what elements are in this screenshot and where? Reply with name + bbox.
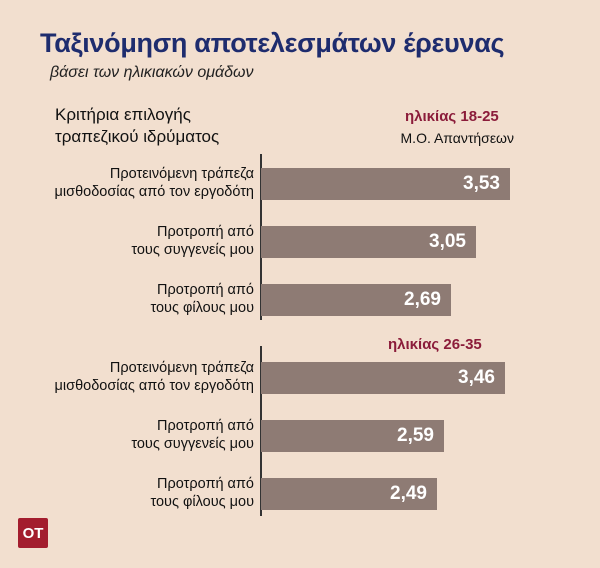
bar-value-label: 2,59 xyxy=(397,425,434,446)
category-label: Προτροπή από τους συγγενείς μου xyxy=(131,418,254,452)
measure-label: Μ.Ο. Απαντήσεων xyxy=(400,130,514,146)
page-title: Ταξινόμηση αποτελεσμάτων έρευνας xyxy=(40,28,505,58)
category-label: Προτροπή από τους φίλους μου xyxy=(150,476,254,510)
category-label: Προτροπή από τους συγγενείς μου xyxy=(131,224,254,258)
ot-logo: ΟΤ xyxy=(18,518,48,548)
bar: 2,59 xyxy=(261,420,444,452)
axis-line xyxy=(260,346,262,516)
bar-value-label: 3,53 xyxy=(463,173,500,194)
bar: 3,05 xyxy=(261,226,476,258)
category-label: Προτροπή από τους φίλους μου xyxy=(150,282,254,316)
bar-value-label: 2,69 xyxy=(404,289,441,310)
bar: 3,46 xyxy=(261,362,505,394)
axis-line xyxy=(260,154,262,320)
page-subtitle: βάσει των ηλικιακών ομάδων xyxy=(50,64,254,81)
category-label: Προτεινόμενη τράπεζα μισθοδοσίας από τον … xyxy=(54,360,254,394)
bar-value-label: 3,05 xyxy=(429,231,466,252)
group-label: ηλικίας 18-25 xyxy=(405,108,499,125)
bar: 2,69 xyxy=(261,284,451,316)
category-label: Προτεινόμενη τράπεζα μισθοδοσίας από τον … xyxy=(54,166,254,200)
bar-value-label: 3,46 xyxy=(458,367,495,388)
column-title: Κριτήρια επιλογής τραπεζικού ιδρύματος xyxy=(55,105,220,146)
group-label: ηλικίας 26-35 xyxy=(388,336,482,353)
bar: 3,53 xyxy=(261,168,510,200)
bar: 2,49 xyxy=(261,478,437,510)
bar-value-label: 2,49 xyxy=(390,483,427,504)
